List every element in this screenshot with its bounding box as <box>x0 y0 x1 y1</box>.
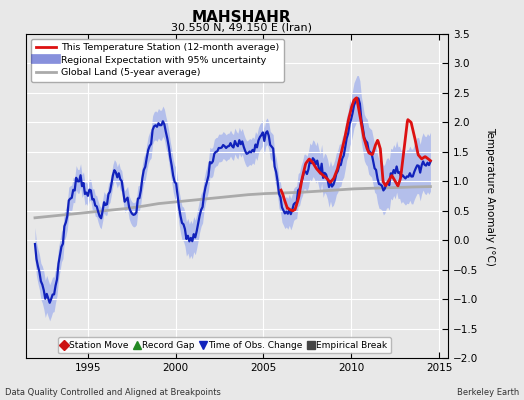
Text: Berkeley Earth: Berkeley Earth <box>456 388 519 397</box>
Text: Data Quality Controlled and Aligned at Breakpoints: Data Quality Controlled and Aligned at B… <box>5 388 221 397</box>
Y-axis label: Temperature Anomaly (°C): Temperature Anomaly (°C) <box>485 126 495 266</box>
Text: 30.550 N, 49.150 E (Iran): 30.550 N, 49.150 E (Iran) <box>170 22 312 32</box>
Text: MAHSHAHR: MAHSHAHR <box>191 10 291 25</box>
Legend: Station Move, Record Gap, Time of Obs. Change, Empirical Break: Station Move, Record Gap, Time of Obs. C… <box>58 337 391 354</box>
